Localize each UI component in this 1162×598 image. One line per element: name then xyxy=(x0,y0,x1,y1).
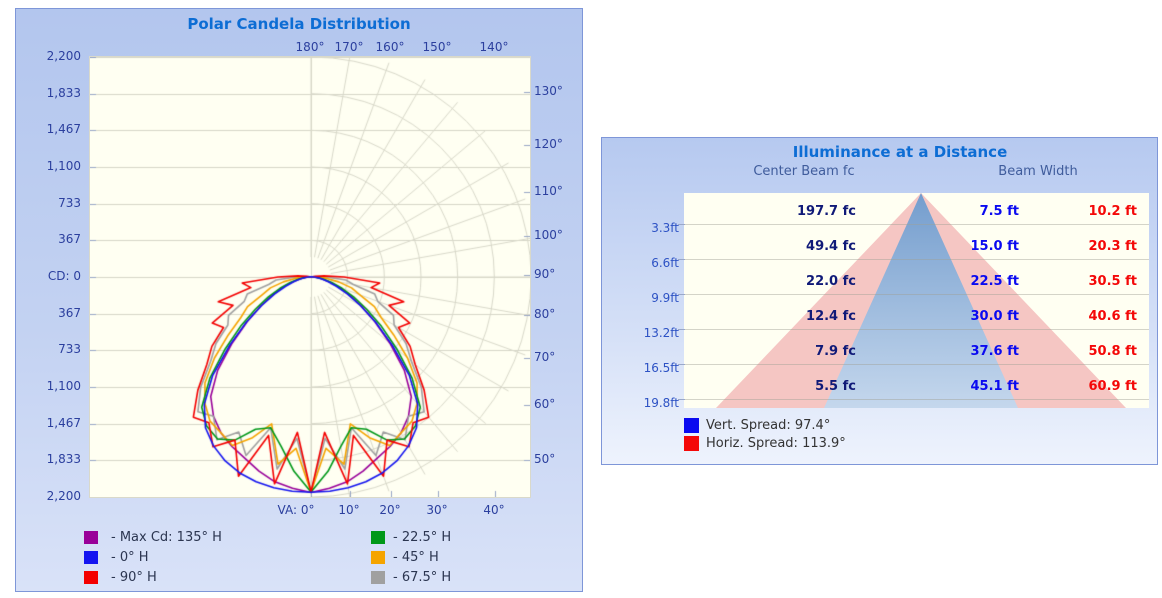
polar-candela-panel: Polar Candela Distribution 2,200 1,833 1,4… xyxy=(15,8,583,592)
right-angle-label: 60° xyxy=(534,397,556,411)
cd-axis-label: 1,467 xyxy=(46,416,81,430)
bottom-angle-label: 30° xyxy=(426,503,448,517)
top-angle-label: 140° xyxy=(479,40,509,54)
beam-width-vertical-value: 15.0 ft xyxy=(970,239,1019,254)
distance-tick xyxy=(678,329,685,330)
spread-legend-swatch xyxy=(684,436,699,451)
cd-axis-label: 367 xyxy=(58,306,81,320)
beam-width-vertical-value: 7.5 ft xyxy=(979,204,1019,219)
cd-axis-label: 733 xyxy=(58,196,81,210)
distance-label: 16.5ft xyxy=(643,361,679,375)
beam-width-horizontal-value: 60.9 ft xyxy=(1088,379,1137,394)
distance-tick xyxy=(678,224,685,225)
right-angle-label: 100° xyxy=(534,228,563,242)
cd-axis-label: 1,100 xyxy=(46,379,81,393)
beam-width-horizontal-value: 30.5 ft xyxy=(1088,274,1137,289)
right-angle-label: 130° xyxy=(534,84,563,98)
right-angle-label: 110° xyxy=(534,184,563,198)
row-separator xyxy=(684,259,1149,260)
right-angle-label: 80° xyxy=(534,307,556,321)
distance-label: 19.8ft xyxy=(643,396,679,410)
cd-axis-label: 1,467 xyxy=(46,122,81,136)
legend-swatch xyxy=(84,571,98,584)
distance-label: 6.6ft xyxy=(651,256,679,270)
row-separator xyxy=(684,329,1149,330)
beam-width-vertical-value: 37.6 ft xyxy=(970,344,1019,359)
distance-label: 13.2ft xyxy=(643,326,679,340)
bottom-angle-label: VA: 0° xyxy=(277,503,315,517)
illuminance-table: 197.7 fc 7.5 ft 10.2 ft 49.4 fc 15.0 ft 20.3 … xyxy=(684,193,1149,408)
legend-label: - 0° H xyxy=(111,550,149,565)
beam-width-horizontal-value: 40.6 ft xyxy=(1088,309,1137,324)
bottom-angle-label: 20° xyxy=(379,503,401,517)
column-header-center-beam: Center Beam fc xyxy=(753,164,855,179)
distance-label: 3.3ft xyxy=(651,221,679,235)
legend-swatch xyxy=(371,551,385,564)
cd-axis-label: 1,833 xyxy=(46,86,81,100)
center-beam-fc-value: 7.9 fc xyxy=(815,344,856,359)
bottom-angle-label: 10° xyxy=(338,503,360,517)
center-beam-fc-value: 22.0 fc xyxy=(806,274,856,289)
beam-width-vertical-value: 22.5 ft xyxy=(970,274,1019,289)
legend-label: - 22.5° H xyxy=(393,530,452,545)
illuminance-title: Illuminance at a Distance xyxy=(792,143,1008,161)
spread-legend-label: Horiz. Spread: 113.9° xyxy=(706,436,846,451)
cd-axis-label: 1,833 xyxy=(46,452,81,466)
polar-chart-title: Polar Candela Distribution xyxy=(187,15,411,33)
legend-label: - 90° H xyxy=(111,570,157,585)
legend-swatch xyxy=(84,551,98,564)
row-separator xyxy=(684,294,1149,295)
row-separator xyxy=(684,399,1149,400)
distance-tick xyxy=(678,399,685,400)
spread-legend-label: Vert. Spread: 97.4° xyxy=(706,418,831,433)
distance-tick xyxy=(678,294,685,295)
legend-label: - Max Cd: 135° H xyxy=(111,530,222,545)
legend-label: - 67.5° H xyxy=(393,570,452,585)
top-angle-label: 180° xyxy=(295,40,325,54)
row-separator xyxy=(684,224,1149,225)
row-separator xyxy=(684,364,1149,365)
distance-tick xyxy=(678,364,685,365)
beam-width-vertical-value: 45.1 ft xyxy=(970,379,1019,394)
beam-width-horizontal-value: 10.2 ft xyxy=(1088,204,1137,219)
cd-axis-label: 367 xyxy=(58,232,81,246)
legend-swatch xyxy=(371,571,385,584)
top-angle-label: 160° xyxy=(375,40,405,54)
cd-axis-label: 733 xyxy=(58,342,81,356)
top-angle-label: 150° xyxy=(422,40,452,54)
center-beam-fc-value: 49.4 fc xyxy=(806,239,856,254)
distance-label: 9.9ft xyxy=(651,291,679,305)
top-angle-label: 170° xyxy=(334,40,364,54)
beam-width-vertical-value: 30.0 ft xyxy=(970,309,1019,324)
polar-candela-chart xyxy=(89,56,531,498)
bottom-angle-label: 40° xyxy=(483,503,505,517)
cd-axis-label: 2,200 xyxy=(46,49,81,63)
legend-label: - 45° H xyxy=(393,550,439,565)
legend-swatch xyxy=(84,531,98,544)
cd-axis-label: 2,200 xyxy=(46,489,81,503)
cd-axis-label: CD: 0 xyxy=(47,269,81,283)
beam-cone-graphic xyxy=(716,193,1126,408)
column-header-beam-width: Beam Width xyxy=(998,164,1078,179)
illuminance-panel: Illuminance at a Distance Center Beam fc… xyxy=(601,137,1158,465)
beam-width-horizontal-value: 50.8 ft xyxy=(1088,344,1137,359)
right-angle-label: 50° xyxy=(534,452,556,466)
right-angle-label: 90° xyxy=(534,267,556,281)
legend-swatch xyxy=(371,531,385,544)
spread-legend-swatch xyxy=(684,418,699,433)
right-angle-label: 120° xyxy=(534,137,563,151)
center-beam-fc-value: 12.4 fc xyxy=(806,309,856,324)
right-angle-label: 70° xyxy=(534,350,556,364)
vertical-beam-triangle xyxy=(824,193,1018,408)
center-beam-fc-value: 197.7 fc xyxy=(796,204,856,219)
distance-tick xyxy=(678,259,685,260)
cd-axis-label: 1,100 xyxy=(46,159,81,173)
center-beam-fc-value: 5.5 fc xyxy=(815,379,856,394)
beam-width-horizontal-value: 20.3 ft xyxy=(1088,239,1137,254)
